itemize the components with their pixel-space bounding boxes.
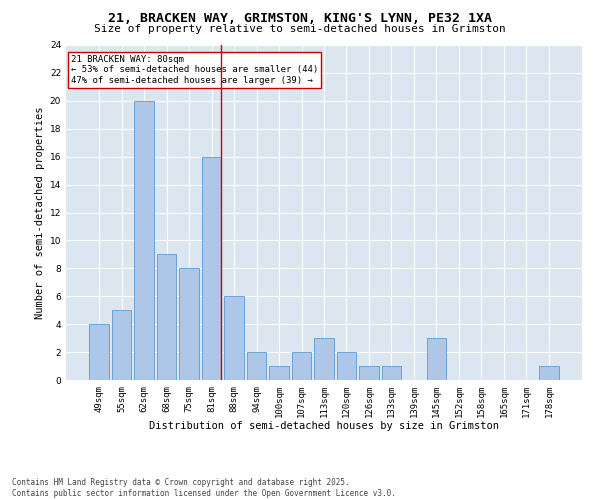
Bar	[157, 254, 176, 380]
Bar	[359, 366, 379, 380]
Y-axis label: Number of semi-detached properties: Number of semi-detached properties	[35, 106, 46, 319]
Bar	[224, 296, 244, 380]
Bar	[337, 352, 356, 380]
Bar	[269, 366, 289, 380]
X-axis label: Distribution of semi-detached houses by size in Grimston: Distribution of semi-detached houses by …	[149, 422, 499, 432]
Bar	[134, 101, 154, 380]
Bar	[314, 338, 334, 380]
Bar	[427, 338, 446, 380]
Bar	[89, 324, 109, 380]
Text: 21, BRACKEN WAY, GRIMSTON, KING'S LYNN, PE32 1XA: 21, BRACKEN WAY, GRIMSTON, KING'S LYNN, …	[108, 12, 492, 26]
Text: Size of property relative to semi-detached houses in Grimston: Size of property relative to semi-detach…	[94, 24, 506, 34]
Bar	[202, 156, 221, 380]
Text: Contains HM Land Registry data © Crown copyright and database right 2025.
Contai: Contains HM Land Registry data © Crown c…	[12, 478, 396, 498]
Bar	[179, 268, 199, 380]
Bar	[539, 366, 559, 380]
Bar	[382, 366, 401, 380]
Bar	[247, 352, 266, 380]
Bar	[112, 310, 131, 380]
Bar	[292, 352, 311, 380]
Text: 21 BRACKEN WAY: 80sqm
← 53% of semi-detached houses are smaller (44)
47% of semi: 21 BRACKEN WAY: 80sqm ← 53% of semi-deta…	[71, 55, 319, 85]
